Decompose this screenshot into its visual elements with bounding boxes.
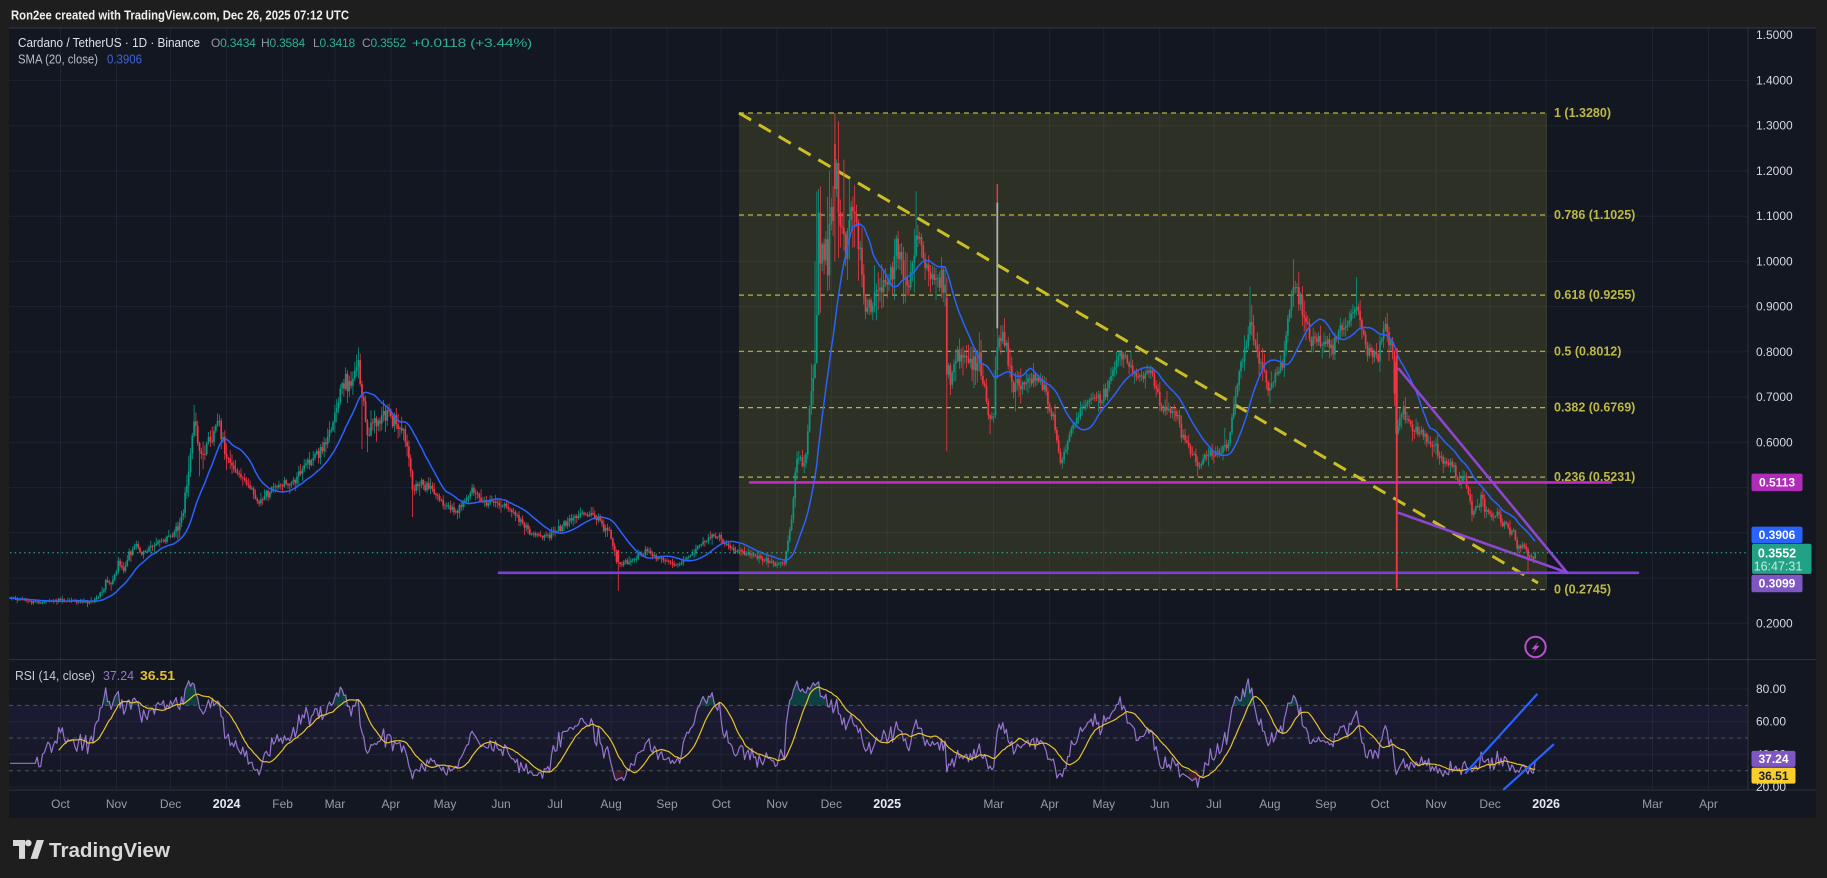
svg-text:Jun: Jun [1150,797,1169,811]
svg-text:1 (1.3280): 1 (1.3280) [1554,106,1611,120]
svg-text:16:47:31: 16:47:31 [1754,560,1803,574]
svg-text:1.5000: 1.5000 [1756,28,1793,42]
svg-text:0.786 (1.1025): 0.786 (1.1025) [1554,208,1635,222]
svg-text:Jul: Jul [547,797,562,811]
svg-text:Nov: Nov [1425,797,1446,811]
svg-text:0.8000: 0.8000 [1756,345,1793,359]
svg-text:Mar: Mar [983,797,1004,811]
svg-text:Sep: Sep [656,797,678,811]
svg-text:1.2000: 1.2000 [1756,164,1793,178]
svg-text:0.236 (0.5231): 0.236 (0.5231) [1554,470,1635,484]
svg-text:36.51: 36.51 [140,669,175,683]
svg-text:May: May [1092,797,1115,811]
svg-text:0 (0.2745): 0 (0.2745) [1554,583,1611,597]
svg-text:Apr: Apr [1040,797,1059,811]
svg-text:Ron2ee created with TradingVie: Ron2ee created with TradingView.com, Dec… [11,8,350,23]
svg-text:2025: 2025 [873,797,901,811]
svg-text:Sep: Sep [1315,797,1337,811]
svg-text:1.1000: 1.1000 [1756,209,1793,223]
svg-text:80.00: 80.00 [1756,682,1786,696]
svg-text:0.7000: 0.7000 [1756,390,1793,404]
svg-text:37.24: 37.24 [1758,752,1788,766]
svg-text:0.3906: 0.3906 [107,53,142,67]
svg-text:Nov: Nov [766,797,787,811]
svg-text:0.5 (0.8012): 0.5 (0.8012) [1554,344,1621,358]
svg-text:0.3099: 0.3099 [1759,577,1796,591]
svg-text:SMA (20, close): SMA (20, close) [18,53,98,67]
svg-text:0.9000: 0.9000 [1756,300,1793,314]
svg-text:Oct: Oct [51,797,70,811]
svg-text:Dec: Dec [160,797,181,811]
svg-text:0.3552: 0.3552 [1758,546,1796,560]
svg-text:Dec: Dec [821,797,842,811]
svg-text:Mar: Mar [325,797,346,811]
svg-text:Jul: Jul [1206,797,1221,811]
svg-text:0.2000: 0.2000 [1756,616,1793,630]
svg-text:Nov: Nov [106,797,127,811]
svg-text:1.4000: 1.4000 [1756,73,1793,87]
svg-text:2024: 2024 [213,797,241,811]
svg-text:0.5113: 0.5113 [1759,476,1795,490]
svg-text:Feb: Feb [272,797,293,811]
svg-text:0.382 (0.6769): 0.382 (0.6769) [1554,401,1635,415]
svg-text:Cardano / TetherUS · 1D · Bina: Cardano / TetherUS · 1D · Binance [18,36,200,50]
svg-text:May: May [434,797,457,811]
svg-text:0.3906: 0.3906 [1759,528,1796,542]
svg-text:36.51: 36.51 [1758,769,1788,783]
svg-text:1.3000: 1.3000 [1756,119,1793,133]
svg-text:Oct: Oct [712,797,731,811]
svg-text:Dec: Dec [1479,797,1500,811]
svg-text:Jun: Jun [491,797,510,811]
svg-text:Oct: Oct [1371,797,1390,811]
svg-text:Mar: Mar [1642,797,1663,811]
svg-text:Aug: Aug [1259,797,1280,811]
svg-text:60.00: 60.00 [1756,715,1786,729]
svg-text:37.24: 37.24 [103,669,134,683]
svg-text:0.618 (0.9255): 0.618 (0.9255) [1554,288,1635,302]
svg-text:1.0000: 1.0000 [1756,254,1793,268]
svg-text:Apr: Apr [1699,797,1718,811]
svg-text:2026: 2026 [1532,797,1560,811]
svg-text:Aug: Aug [600,797,621,811]
svg-text:Apr: Apr [382,797,401,811]
svg-text:RSI (14, close): RSI (14, close) [15,669,95,683]
svg-text:TradingView: TradingView [49,840,170,862]
svg-text:0.6000: 0.6000 [1756,435,1793,449]
